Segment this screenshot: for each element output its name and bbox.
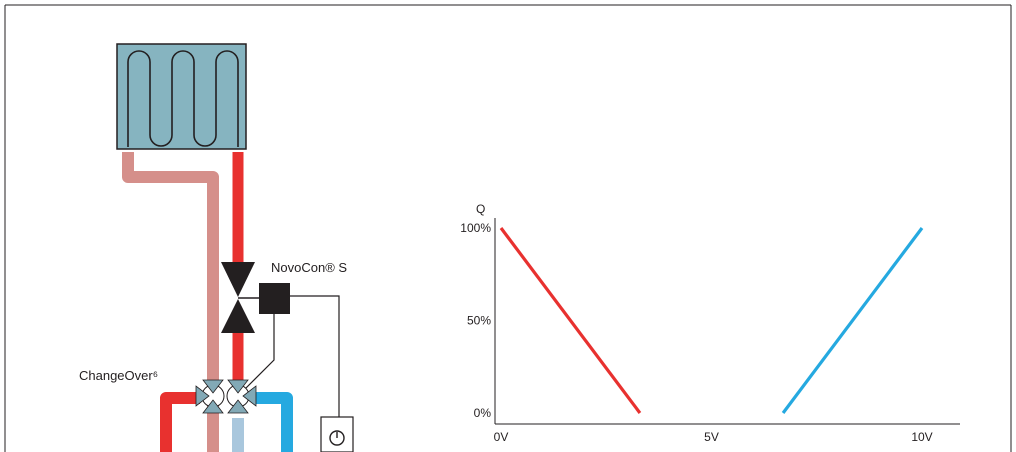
figure-frame bbox=[4, 4, 1012, 452]
actuator-box-icon bbox=[238, 283, 290, 314]
return-pipe bbox=[122, 152, 219, 452]
flow-chart: Q 0% 50% 100% 0V 5V 10V bbox=[460, 202, 960, 444]
x-tick-label: 5V bbox=[704, 430, 719, 444]
y-tick-label: 100% bbox=[460, 221, 491, 235]
hot-inlet-pipe bbox=[160, 392, 200, 452]
y-tick-label: 0% bbox=[474, 406, 492, 420]
hydraulic-schematic: NovoCon® S ChangeOver⁶ bbox=[79, 43, 354, 452]
y-axis-label: Q bbox=[476, 202, 485, 216]
x-tick-label: 0V bbox=[494, 430, 509, 444]
changeover-valve-left-icon bbox=[195, 379, 225, 414]
cooling-flow-line bbox=[781, 227, 924, 414]
room-thermostat-icon bbox=[320, 416, 354, 452]
valve-label: NovoCon® S bbox=[271, 260, 347, 275]
x-tick-label: 10V bbox=[911, 430, 932, 444]
cold-inlet-pipe bbox=[254, 392, 293, 452]
heating-cooling-coil-icon bbox=[116, 43, 247, 150]
changeover-label: ChangeOver⁶ bbox=[79, 368, 158, 383]
control-wiring bbox=[237, 295, 340, 417]
y-tick-label: 50% bbox=[467, 314, 491, 328]
pressure-independent-valve-icon bbox=[221, 262, 255, 333]
heating-flow-line bbox=[499, 227, 642, 414]
changeover-valve-right-icon bbox=[226, 379, 257, 414]
